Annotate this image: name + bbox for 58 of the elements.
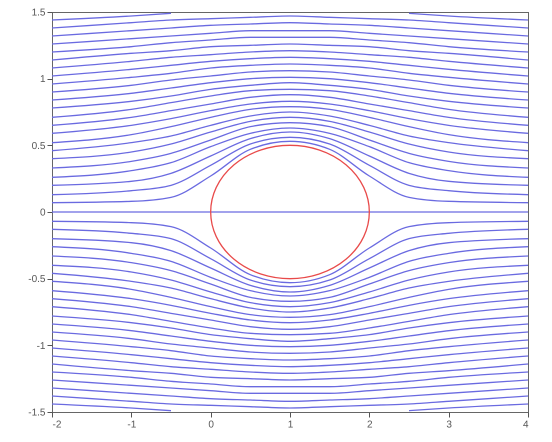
line-series <box>51 56 529 77</box>
line-series <box>51 131 529 186</box>
line-series <box>51 315 529 342</box>
line-series <box>51 111 529 152</box>
line-series <box>51 379 529 394</box>
line-series <box>51 220 529 284</box>
line-series <box>51 94 529 126</box>
x-tick-label: 4 <box>522 420 529 430</box>
y-tick-label: 0 <box>40 208 46 218</box>
line-series <box>51 50 529 69</box>
line-series <box>51 363 529 381</box>
line-series <box>51 70 529 93</box>
line-series <box>51 387 529 402</box>
line-series <box>51 355 529 374</box>
line-series <box>51 290 529 324</box>
line-series <box>51 82 529 109</box>
line-series <box>51 272 529 313</box>
line-series <box>51 395 529 409</box>
x-tick-label: -2 <box>52 420 62 430</box>
line-series <box>51 246 529 297</box>
x-tick-label: 0 <box>208 420 214 430</box>
line-series <box>51 264 529 308</box>
line-series <box>51 63 529 85</box>
x-tick-label: 1 <box>288 420 294 430</box>
line-series <box>51 331 529 354</box>
line-series <box>51 88 529 118</box>
line-series <box>51 36 529 53</box>
x-tick-label: 2 <box>367 420 374 430</box>
line-series <box>51 127 529 178</box>
line-series <box>51 306 529 336</box>
line-series <box>51 238 529 293</box>
line-series <box>51 140 529 204</box>
line-series <box>51 15 529 29</box>
y-tick-label: 0.5 <box>32 140 46 152</box>
line-series <box>51 30 529 45</box>
x-tick-label: 3 <box>446 420 452 430</box>
line-series <box>51 136 529 196</box>
line-series <box>51 116 529 160</box>
line-series <box>51 280 529 318</box>
line-series <box>51 22 529 37</box>
y-tick-label: 1 <box>40 74 46 86</box>
line-series <box>51 43 529 61</box>
line-series <box>51 347 529 368</box>
line-series <box>51 76 529 101</box>
line-series <box>51 339 529 361</box>
y-tick-label: 1.5 <box>32 8 46 18</box>
x-tick-label: -1 <box>127 420 137 430</box>
line-series <box>51 106 529 144</box>
line-series <box>51 100 529 134</box>
line-series <box>51 255 529 302</box>
line-series <box>51 298 529 330</box>
y-tick-label: -0.5 <box>28 274 46 286</box>
line-series <box>51 228 529 288</box>
line-series <box>51 122 529 169</box>
y-tick-label: -1 <box>36 340 46 352</box>
y-tick-label: -1.5 <box>28 408 46 418</box>
line-series <box>51 371 529 388</box>
line-series <box>51 323 529 348</box>
